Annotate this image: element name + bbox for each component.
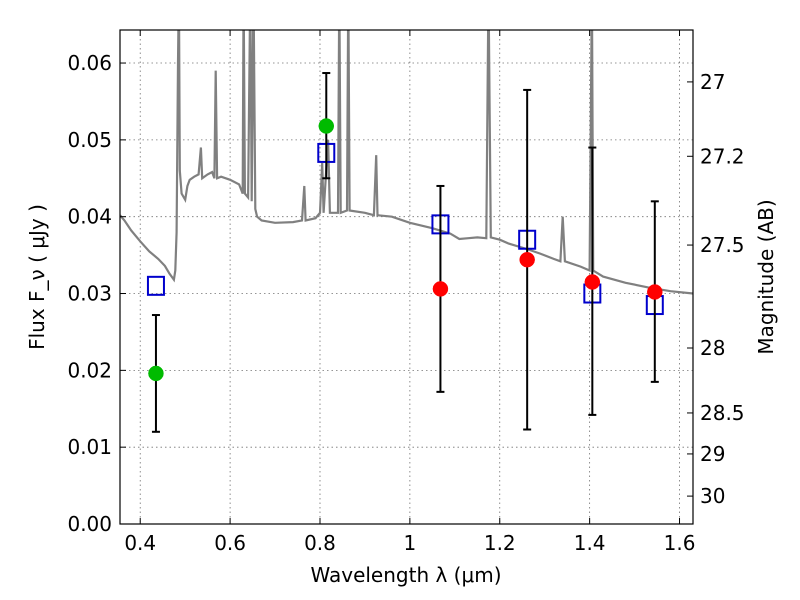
axis-labels: Wavelength λ (μm) Flux F_ν ( μJy ) Magni… <box>25 199 778 587</box>
x-tick-label: 0.8 <box>304 531 336 555</box>
y-tick-label: 0.01 <box>67 435 112 459</box>
y-tick-label: 0.04 <box>67 205 112 229</box>
mag-tick-label: 27 <box>700 70 725 94</box>
mag-tick-label: 30 <box>700 484 725 508</box>
observed-flux-point <box>519 251 535 268</box>
observed-flux-point <box>318 118 335 134</box>
x-tick-label: 1.4 <box>574 531 606 555</box>
model-spectrum <box>120 30 693 295</box>
model-spectrum-line <box>120 30 693 295</box>
observed-flux-point <box>432 281 449 297</box>
y-tick-label: 0.03 <box>67 282 112 306</box>
y-tick-label: 0.02 <box>67 358 112 382</box>
mag-tick-label: 27.5 <box>700 233 745 257</box>
y-tick-label: 0.06 <box>67 51 112 75</box>
mag-tick-label: 29 <box>700 442 725 466</box>
axes: 0.4 0.6 0.8 1 1.2 1.4 1.6 0.00 0.01 0.02 0.03 0.04 0… <box>67 29 745 555</box>
x-tick-label: 1.2 <box>484 531 516 555</box>
x-axis-label: Wavelength λ (μm) <box>310 563 501 587</box>
x-tick-label: 0.4 <box>124 531 156 555</box>
x-tick-label: 0.6 <box>214 531 246 555</box>
observed-flux-point <box>584 274 601 290</box>
y-axis-label-left: Flux F_ν ( μJy ) <box>25 204 49 350</box>
y-tick-label: 0.00 <box>67 512 112 536</box>
plot-frame <box>119 29 694 525</box>
mag-tick-label: 27.2 <box>700 144 745 168</box>
photometry-points <box>146 72 664 433</box>
mag-tick-label: 28.5 <box>700 401 745 425</box>
y-axis-label-right: Magnitude (AB) <box>754 199 778 354</box>
observed-flux-point <box>647 284 663 300</box>
y-tick-label: 0.05 <box>67 128 112 152</box>
grid-lines <box>120 30 693 525</box>
model-band-flux-square <box>146 275 165 296</box>
x-tick-label: 1 <box>404 531 417 555</box>
x-tick-label: 1.6 <box>664 531 696 555</box>
mag-tick-label: 28 <box>700 336 725 360</box>
observed-flux-point <box>148 365 164 382</box>
